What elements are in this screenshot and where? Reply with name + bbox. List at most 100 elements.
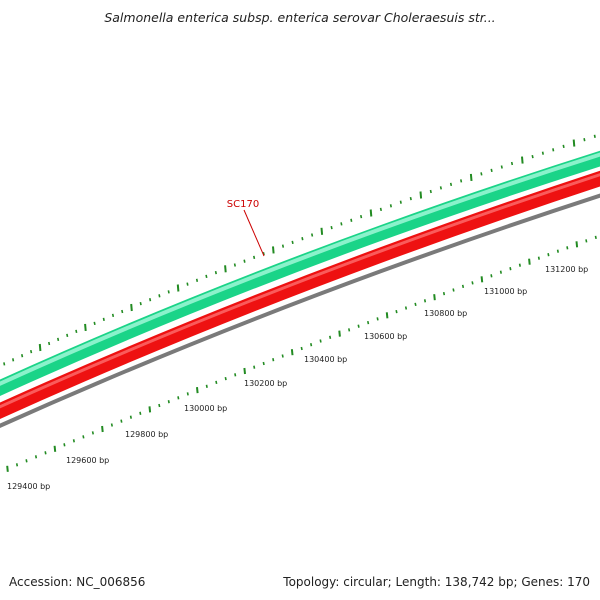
- outer-tick-minor: [139, 301, 142, 306]
- scale-tick-minor: [471, 281, 474, 285]
- scale-label: 130600 bp: [364, 332, 407, 341]
- scale-tick-minor: [186, 392, 189, 396]
- scale-tick-minor: [518, 263, 521, 267]
- outer-tick-minor: [48, 341, 51, 346]
- outer-tick-minor: [510, 161, 514, 166]
- scale-tick-major: [196, 387, 199, 394]
- outer-tick-minor: [480, 172, 483, 176]
- scale-tick-minor: [272, 358, 275, 362]
- outer-tick-minor: [301, 237, 304, 241]
- outer-tick-major: [224, 265, 227, 273]
- accession-text: Accession: NC_006856: [9, 575, 146, 589]
- outer-tick-minor: [195, 278, 199, 282]
- scale-tick-minor: [63, 443, 66, 447]
- outer-tick-minor: [541, 151, 544, 155]
- scale-tick-minor: [82, 435, 85, 439]
- outer-tick-minor: [21, 354, 24, 358]
- scale-tick-major: [101, 425, 104, 433]
- scale-tick-minor: [34, 455, 38, 459]
- scale-tick-minor: [129, 415, 132, 419]
- outer-tick-marks: [3, 134, 596, 366]
- outer-tick-minor: [593, 134, 596, 138]
- outer-tick-minor: [330, 225, 333, 230]
- outer-tick-minor: [281, 244, 285, 248]
- scale-tick-minor: [357, 324, 360, 328]
- reverse-strand-feature[interactable]: [0, 170, 600, 419]
- outer-tick-minor: [439, 186, 442, 190]
- outer-tick-minor: [158, 294, 161, 298]
- scale-tick-major: [148, 406, 152, 413]
- outer-tick-minor: [186, 282, 189, 286]
- scale-label: 129600 bp: [66, 456, 109, 465]
- scale-tick-major: [528, 258, 531, 265]
- outer-tick-minor: [500, 165, 503, 169]
- outer-tick-minor: [111, 313, 115, 318]
- scale-tick-minor: [44, 451, 47, 455]
- outer-tick-minor: [562, 144, 565, 149]
- scale-tick-major: [243, 367, 246, 375]
- outer-tick-major: [320, 227, 324, 235]
- scale-tick-minor: [310, 343, 313, 347]
- scale-label: 130000 bp: [184, 404, 227, 413]
- scale-tick-minor: [215, 380, 218, 385]
- outer-tick-minor: [360, 214, 363, 219]
- outer-tick-major: [272, 246, 275, 254]
- outer-tick-major: [176, 284, 180, 292]
- scale-label: 129800 bp: [125, 430, 168, 439]
- outer-tick-minor: [253, 255, 256, 260]
- scale-tick-minor: [15, 463, 19, 467]
- backbone-line: [0, 193, 600, 428]
- scale-tick-minor: [461, 284, 465, 289]
- scale-tick-minor: [509, 267, 512, 271]
- scale-tick-minor: [72, 439, 75, 443]
- outer-tick-major: [419, 191, 423, 199]
- scale-tick-major: [575, 241, 579, 248]
- scale-tick-major: [433, 294, 436, 301]
- scale-tick-minor: [177, 396, 180, 400]
- outer-tick-minor: [233, 263, 236, 267]
- outer-tick-minor: [490, 168, 493, 173]
- scale-tick-minor: [167, 400, 170, 404]
- scale-tick-minor: [120, 419, 123, 423]
- outer-tick-minor: [93, 321, 96, 326]
- scale-tick-minor: [585, 239, 588, 243]
- scale-label: 130800 bp: [424, 309, 467, 318]
- outer-tick-minor: [429, 189, 432, 194]
- scale-tick-minor: [395, 309, 398, 314]
- outer-tick-minor: [167, 290, 170, 294]
- outer-tick-minor: [30, 349, 33, 354]
- outer-tick-minor: [379, 207, 382, 212]
- scale-label: 131200 bp: [545, 265, 588, 274]
- gene-label-sc170[interactable]: SC170: [227, 199, 259, 210]
- gene-label-leader: [243, 209, 265, 257]
- outer-tick-major: [469, 173, 473, 181]
- outer-tick-minor: [350, 218, 353, 222]
- forward-strand-highlight: [0, 152, 600, 386]
- outer-tick-minor: [149, 298, 152, 302]
- outer-tick-major: [130, 303, 133, 312]
- scale-tick-major: [290, 349, 294, 356]
- scale-tick-minor: [376, 317, 379, 321]
- outer-tick-minor: [460, 179, 463, 183]
- scale-tick-minor: [300, 346, 303, 351]
- scale-tick-minor: [139, 411, 142, 415]
- outer-tick-major: [84, 323, 87, 331]
- scale-tick-marks: [6, 235, 597, 472]
- scale-tick-minor: [319, 339, 322, 343]
- outer-tick-minor: [243, 259, 246, 263]
- forward-strand-feature[interactable]: [0, 150, 600, 396]
- scale-tick-minor: [566, 246, 569, 250]
- scale-tick-major: [53, 445, 57, 452]
- outer-tick-major: [572, 139, 576, 147]
- scale-tick-minor: [329, 335, 332, 339]
- scale-tick-minor: [556, 249, 559, 253]
- scale-label: 129400 bp: [7, 482, 50, 491]
- outer-tick-minor: [389, 204, 392, 208]
- scale-tick-minor: [414, 302, 417, 307]
- scale-label: 130200 bp: [244, 379, 287, 388]
- scale-tick-minor: [262, 361, 265, 366]
- scale-labels: 129400 bp 129600 bp 129800 bp 130000 bp 1302…: [7, 265, 588, 491]
- outer-tick-minor: [57, 337, 60, 342]
- outer-tick-minor: [311, 233, 314, 237]
